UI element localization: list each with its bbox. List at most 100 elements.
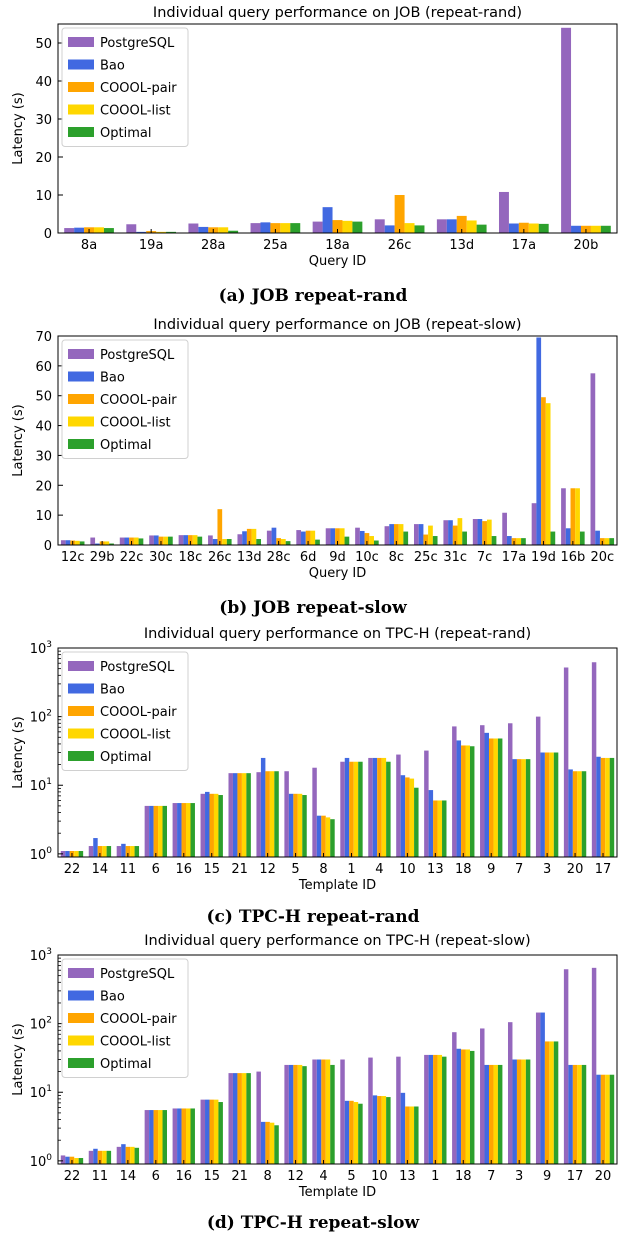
bar-coool-pair-10 — [377, 1096, 382, 1164]
x-tick-label: 18c — [179, 550, 203, 565]
y-tick-label: 0 — [44, 539, 52, 554]
legend-entry: COOOL-list — [100, 1035, 171, 1050]
bar-postgresql-22 — [60, 1155, 66, 1164]
x-tick-label: 4 — [319, 1169, 327, 1184]
bar-coool-list-15 — [213, 1099, 219, 1164]
bar-coool-pair-10c — [364, 533, 370, 545]
x-tick-label: 30c — [149, 550, 173, 565]
bar-postgresql-10 — [368, 1057, 373, 1164]
bar-coool-pair-8 — [321, 815, 326, 857]
figure-caption: (a) JOB repeat-rand — [219, 286, 408, 306]
bar-coool-pair-3 — [544, 752, 550, 857]
bar-coool-list-14 — [130, 1146, 135, 1164]
bar-optimal-29b — [109, 543, 114, 545]
bar-coool-list-7 — [493, 1064, 498, 1164]
bar-optimal-8 — [274, 1125, 279, 1164]
bar-bao-21 — [232, 1073, 238, 1164]
bar-bao-11 — [121, 843, 126, 857]
bar-coool-list-28a — [218, 227, 229, 233]
x-tick-label: 17a — [502, 550, 527, 565]
x-axis-label: Template ID — [298, 1185, 376, 1200]
bar-postgresql-6d — [296, 530, 302, 545]
bar-optimal-25c — [432, 536, 438, 545]
x-tick-label: 6d — [300, 550, 317, 565]
bar-coool-list-18 — [465, 745, 470, 857]
bar-optimal-5 — [358, 1103, 363, 1164]
x-tick-label: 22c — [120, 550, 144, 565]
bar-postgresql-3 — [535, 716, 541, 857]
bar-postgresql-16 — [172, 1108, 178, 1164]
x-tick-label: 6 — [152, 862, 160, 877]
bar-optimal-6d — [315, 539, 320, 545]
chart-panel-2: Individual query performance on JOB (rep… — [11, 317, 618, 618]
bar-optimal-13d — [476, 224, 487, 233]
bar-coool-list-13 — [437, 800, 443, 857]
bar-bao-4 — [372, 757, 378, 857]
x-tick-label: 3 — [515, 1169, 523, 1184]
bar-coool-pair-18a — [332, 220, 343, 233]
bar-coool-pair-12 — [293, 1064, 298, 1164]
bar-coool-pair-18c — [188, 535, 193, 545]
bar-coool-list-18 — [465, 1049, 470, 1164]
x-tick-label: 9d — [329, 550, 346, 565]
bar-coool-pair-18 — [461, 1049, 466, 1164]
bar-postgresql-11 — [88, 1150, 94, 1164]
bar-optimal-4 — [386, 761, 391, 857]
y-tick-label: 100 — [30, 846, 53, 863]
bar-postgresql-29b — [90, 537, 96, 545]
bar-postgresql-13 — [396, 1056, 401, 1164]
bar-bao-19a — [136, 231, 147, 233]
legend-entry: Optimal — [100, 750, 151, 765]
bar-optimal-28c — [285, 541, 291, 545]
bar-postgresql-9 — [535, 1012, 541, 1164]
bar-postgresql-1 — [340, 761, 345, 857]
bar-postgresql-4 — [368, 757, 373, 857]
bar-optimal-28a — [228, 230, 239, 233]
y-axis-label: Latency (s) — [11, 404, 26, 476]
bar-postgresql-20b — [561, 27, 572, 233]
bar-coool-pair-30c — [158, 536, 164, 545]
bar-bao-18 — [456, 1048, 462, 1164]
y-tick-label: 30 — [35, 449, 52, 464]
bar-coool-list-16b — [575, 488, 580, 545]
bar-coool-list-25c — [428, 525, 433, 545]
bar-bao-8a — [74, 227, 85, 233]
bar-optimal-15 — [218, 1102, 223, 1164]
bar-coool-pair-21 — [237, 1073, 242, 1164]
bar-bao-8 — [260, 1121, 266, 1164]
bar-coool-list-20 — [577, 771, 582, 857]
legend-entry: Optimal — [100, 1057, 151, 1072]
legend-entry: PostgreSQL — [100, 660, 175, 675]
bar-bao-9d — [330, 528, 336, 545]
bar-coool-pair-4 — [321, 1059, 326, 1164]
bar-bao-25a — [260, 222, 271, 233]
bar-postgresql-20c — [590, 373, 596, 545]
x-tick-label: 17a — [512, 238, 537, 253]
legend-entry: COOOL-pair — [100, 1012, 177, 1027]
bar-coool-list-17 — [605, 757, 610, 857]
bar-optimal-22 — [78, 851, 84, 857]
bar-postgresql-19d — [531, 503, 537, 545]
legend-entry: COOOL-pair — [100, 393, 177, 408]
chart-title: Individual query performance on JOB (rep… — [153, 317, 521, 333]
x-tick-label: 28c — [267, 550, 291, 565]
x-tick-label: 17 — [567, 1169, 584, 1184]
bar-coool-pair-20 — [572, 771, 578, 857]
bar-postgresql-16 — [172, 803, 178, 857]
bar-coool-pair-13d — [456, 215, 467, 233]
bar-bao-22 — [65, 851, 70, 857]
y-tick-label: 102 — [30, 1016, 52, 1033]
y-tick-label: 101 — [30, 1084, 52, 1101]
x-tick-label: 18 — [455, 862, 472, 877]
bar-coool-list-28c — [281, 539, 286, 545]
bar-coool-pair-18 — [461, 745, 466, 857]
bar-coool-pair-16 — [181, 803, 187, 857]
bar-bao-9 — [540, 1012, 545, 1164]
x-tick-label: 18 — [455, 1169, 472, 1184]
bar-coool-list-22 — [74, 851, 79, 857]
legend-entry: Optimal — [100, 438, 151, 453]
bar-coool-list-12c — [75, 540, 80, 545]
x-tick-label: 1 — [347, 862, 355, 877]
bar-coool-list-16 — [186, 803, 191, 857]
bar-optimal-7 — [497, 1064, 503, 1164]
